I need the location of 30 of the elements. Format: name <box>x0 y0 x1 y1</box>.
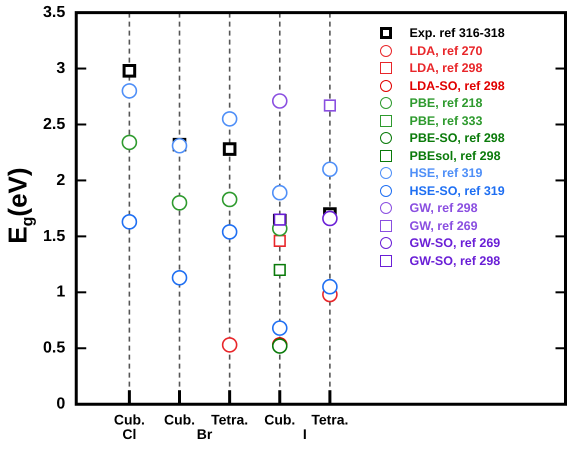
legend-label: PBEsol, ref 298 <box>410 148 501 163</box>
legend-label: PBE, ref 333 <box>410 114 482 128</box>
y-tick-label: 2.5 <box>42 116 66 133</box>
legend-label: LDA, ref 270 <box>410 44 482 58</box>
y-tick-label: 1 <box>56 284 66 301</box>
legend-label: Exp. ref 316-318 <box>410 26 505 40</box>
legend-label: GW, ref 298 <box>410 201 478 216</box>
x-tick-label: Cub. <box>114 411 145 428</box>
legend-label: HSE-SO, ref 319 <box>410 184 505 198</box>
legend-label: GW, ref 269 <box>410 218 478 233</box>
y-tick-label: 3.5 <box>42 4 66 22</box>
text: I <box>302 426 307 442</box>
y-tick-label: 0 <box>56 396 66 413</box>
x-tick-label: Cub. <box>264 411 296 428</box>
legend-label: PBE-SO, ref 298 <box>410 131 505 146</box>
text: Br <box>196 426 213 442</box>
x-tick-label: Tetra. <box>211 411 248 428</box>
legend-label: GW-SO, ref 269 <box>410 236 500 250</box>
text: Cl <box>122 426 136 442</box>
x-tick-label: Tetra. <box>311 411 348 428</box>
y-tick-label: 0.5 <box>42 340 66 357</box>
y-tick-label: 3 <box>56 60 66 77</box>
x-tick-label: Cub. <box>164 411 196 428</box>
y-tick-label: 2 <box>56 172 66 189</box>
legend-label: HSE, ref 319 <box>410 166 482 180</box>
legend-label: PBE, ref 218 <box>410 96 482 110</box>
legend-label: LDA, ref 298 <box>410 61 482 76</box>
y-tick-label: 1.5 <box>42 228 66 245</box>
legend-label: GW-SO, ref 298 <box>410 254 500 268</box>
legend-label: LDA-SO, ref 298 <box>410 78 505 93</box>
